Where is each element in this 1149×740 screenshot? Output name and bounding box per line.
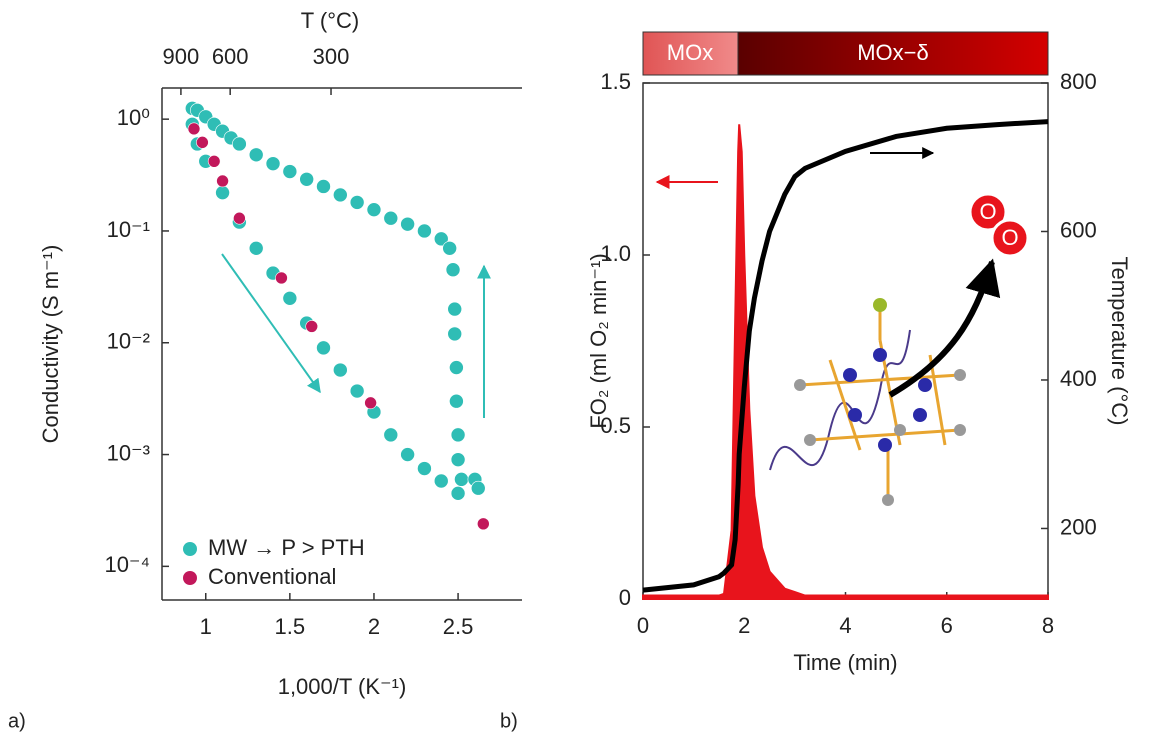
phase-label: MOx: [667, 40, 713, 65]
data-point: [417, 461, 432, 476]
x-axis-label: Time (min): [793, 650, 897, 675]
x-tick-label: 2: [738, 613, 750, 638]
data-point: [447, 301, 463, 317]
panel-label: b): [500, 710, 518, 732]
y-tick-label: 10⁻²: [107, 329, 150, 354]
y-axis-label: FO₂ (ml O₂ min⁻¹): [586, 253, 611, 428]
data-point: [433, 473, 449, 489]
data-point: [305, 320, 319, 333]
data-point: [450, 452, 466, 467]
data-point: [449, 360, 464, 375]
data-point: [454, 472, 469, 487]
phase-bar: [737, 31, 1049, 76]
data-point: [417, 223, 432, 239]
y-tick-label: 10⁻⁴: [104, 552, 150, 577]
data-point: [477, 517, 490, 531]
data-point: [400, 216, 415, 232]
data-point: [349, 383, 365, 399]
x-tick-label: 8: [1042, 613, 1054, 638]
top-tick-label: 600: [212, 44, 249, 69]
molecule: [769, 192, 1030, 506]
data-point: [187, 122, 201, 136]
trend-arrow: [221, 253, 321, 394]
y-tick-label: 10⁻¹: [107, 217, 150, 242]
y-tick-label: 10⁻³: [107, 440, 150, 465]
data-point: [349, 195, 365, 210]
data-point: [366, 202, 382, 217]
x-tick-label: 2.5: [443, 614, 474, 639]
data-point: [450, 486, 466, 501]
top-axis-label: T (°C): [301, 8, 360, 33]
data-point: [316, 179, 331, 194]
panel-label: a): [8, 710, 26, 732]
legend-label: Conventional: [208, 564, 336, 589]
y2-axis-label: Temperature (°C): [1107, 257, 1132, 426]
line: [642, 119, 1049, 593]
data-point: [442, 240, 457, 256]
molecule-label: O: [979, 199, 996, 224]
data-point: [445, 262, 461, 278]
data-point: [333, 187, 348, 203]
x-axis-label: 1,000/T (K⁻¹): [278, 674, 407, 699]
data-point: [383, 210, 399, 226]
x-tick-label: 6: [941, 613, 953, 638]
phase-label: MOx−δ: [857, 40, 929, 65]
data-point: [215, 185, 230, 200]
data-point: [383, 427, 399, 443]
top-tick-label: 300: [313, 44, 350, 69]
data-point: [282, 290, 298, 306]
data-point: [196, 136, 209, 149]
y2-tick-label: 400: [1060, 366, 1097, 391]
y2-tick-label: 800: [1060, 69, 1097, 94]
data-point: [216, 174, 229, 188]
data-point: [248, 240, 264, 256]
x-tick-label: 1.5: [275, 614, 306, 639]
x-tick-label: 0: [637, 613, 649, 638]
molecule-label: O: [1001, 225, 1018, 250]
data-point: [282, 164, 298, 179]
data-point: [265, 156, 281, 171]
data-point: [207, 154, 221, 168]
legend-label: MW → P > PTH: [208, 535, 365, 560]
data-point: [433, 231, 449, 247]
data-point: [470, 480, 486, 496]
data-point: [450, 427, 466, 443]
top-tick-label: 900: [163, 44, 200, 69]
data-point: [299, 171, 314, 187]
data-point: [333, 362, 348, 378]
y2-tick-label: 200: [1060, 514, 1097, 539]
y-tick-label: 0: [619, 585, 631, 610]
data-point: [364, 396, 377, 410]
area: [642, 124, 1049, 600]
x-tick-label: 2: [368, 614, 380, 639]
data-point: [233, 211, 246, 225]
y2-tick-label: 600: [1060, 217, 1097, 242]
x-tick-label: 1: [200, 614, 212, 639]
y-tick-label: 1.0: [600, 241, 631, 266]
legend-marker: [183, 542, 197, 556]
y-tick-label: 0.5: [600, 413, 631, 438]
data-point: [449, 393, 464, 409]
data-point: [447, 326, 463, 342]
data-point: [232, 136, 247, 152]
data-point: [400, 447, 415, 462]
plot-frame: [642, 82, 1049, 600]
y-tick-label: 10⁰: [117, 105, 150, 130]
y-tick-label: 1.5: [600, 69, 631, 94]
data-point: [275, 271, 288, 285]
phase-bar: [642, 31, 739, 76]
x-tick-label: 4: [839, 613, 851, 638]
data-point: [248, 147, 264, 163]
legend-marker: [183, 571, 197, 585]
data-point: [316, 340, 331, 356]
y-axis-label: Conductivity (S m⁻¹): [38, 245, 63, 444]
